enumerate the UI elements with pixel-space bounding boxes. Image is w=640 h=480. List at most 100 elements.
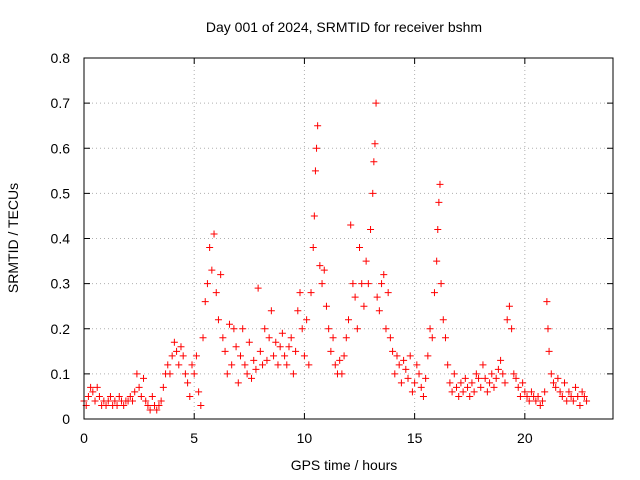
data-point [345,316,352,324]
data-point [137,392,145,400]
data-point [153,406,161,414]
data-point [578,388,586,396]
chart-title: Day 001 of 2024, SRMTID for receiver bsh… [206,19,482,35]
data-point [356,244,364,252]
data-point [497,356,505,364]
data-point [310,212,318,220]
data-point [435,198,443,206]
data-points [80,99,591,414]
data-point [239,325,247,333]
y-tick-label: 0.6 [51,140,71,156]
data-point [157,397,165,405]
data-point [514,383,522,391]
data-point [433,257,441,265]
data-point [245,338,253,346]
data-point [436,180,444,188]
data-point [296,289,304,297]
data-point [472,370,480,378]
data-point [378,280,386,288]
data-point [300,352,308,360]
data-point [281,352,289,360]
data-point [168,352,176,360]
data-point [516,392,524,400]
data-point [340,352,348,360]
data-point [569,397,577,405]
data-point [305,361,313,369]
data-point [309,244,317,252]
data-point [404,374,412,382]
data-point [170,338,178,346]
data-point [263,356,271,364]
data-point [461,374,469,382]
data-point [322,302,330,310]
data-point [120,401,128,409]
data-point [303,316,311,324]
data-point [223,370,231,378]
data-point [225,320,233,328]
data-point [190,370,198,378]
x-axis-label: GPS time / hours [291,457,398,473]
data-point [393,352,401,360]
data-point [278,329,286,337]
data-point [538,397,546,405]
data-point [318,280,326,288]
x-tick-label: 0 [80,430,88,446]
data-point [563,397,571,405]
data-point [477,383,485,391]
data-point [111,397,119,405]
axis-ticks: 0 0.1 0.2 0.3 0.4 0.5 0.6 0.7 0.8 0 5 10 15 20 [51,50,613,446]
data-point [549,379,557,387]
data-point [512,374,520,382]
data-point [113,401,121,409]
data-point [389,347,397,355]
data-point [483,388,491,396]
data-point [527,388,535,396]
data-point [372,99,380,107]
data-point [545,347,553,355]
data-point [270,352,278,360]
data-point [565,388,573,396]
grid [84,58,613,419]
data-point [201,298,209,306]
data-point [259,361,267,369]
data-point [450,370,458,378]
data-point [419,392,427,400]
y-axis-label: SRMTID / TECUs [5,183,21,293]
data-point [135,383,143,391]
data-point [331,361,339,369]
y-tick-label: 0.8 [51,50,71,66]
data-point [241,361,249,369]
data-point [499,370,507,378]
data-point [503,316,511,324]
data-point [501,379,509,387]
data-point [490,383,498,391]
data-point [583,397,591,405]
data-point [510,370,518,378]
data-point [342,334,350,342]
data-point [554,374,562,382]
data-point [87,383,95,391]
data-point [544,325,552,333]
data-point [434,225,442,233]
data-point [272,338,280,346]
data-point [298,325,306,333]
data-point [181,370,189,378]
data-point [556,388,564,396]
data-point [481,374,489,382]
data-point [373,293,381,301]
data-point [362,257,370,265]
data-point [406,352,414,360]
data-point [384,289,392,297]
data-point [408,388,416,396]
data-point [261,325,269,333]
data-point [441,334,449,342]
data-point [464,383,472,391]
data-point [175,361,183,369]
data-point [576,401,584,409]
data-point [336,356,344,364]
data-point [192,352,200,360]
data-point [370,158,378,166]
x-tick-label: 20 [517,430,533,446]
data-point [126,392,134,400]
